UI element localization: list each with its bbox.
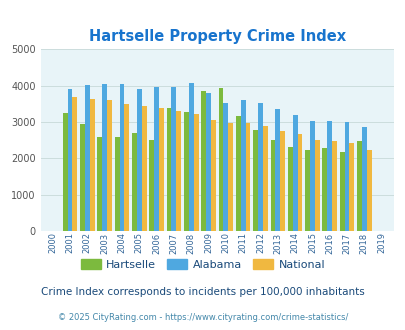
Bar — [253, 130, 258, 231]
Bar — [262, 126, 267, 231]
Bar — [245, 123, 250, 231]
Bar — [258, 103, 262, 231]
Bar — [326, 121, 331, 231]
Bar — [235, 116, 240, 231]
Bar — [97, 137, 102, 231]
Bar — [228, 123, 232, 231]
Bar — [132, 133, 136, 231]
Bar — [136, 89, 141, 231]
Bar — [206, 93, 211, 231]
Bar — [85, 85, 90, 231]
Bar — [349, 143, 354, 231]
Bar — [115, 137, 119, 231]
Bar — [211, 120, 215, 231]
Bar — [107, 100, 112, 231]
Bar — [68, 89, 72, 231]
Bar — [275, 109, 279, 231]
Bar — [80, 124, 85, 231]
Bar — [188, 83, 193, 231]
Bar — [270, 140, 275, 231]
Bar — [72, 97, 77, 231]
Bar — [63, 113, 68, 231]
Bar — [361, 127, 366, 231]
Bar — [292, 115, 297, 231]
Bar — [102, 83, 107, 231]
Bar — [171, 87, 176, 231]
Bar — [356, 141, 361, 231]
Legend: Hartselle, Alabama, National: Hartselle, Alabama, National — [76, 255, 329, 274]
Bar — [223, 103, 228, 231]
Bar — [279, 131, 284, 231]
Bar — [119, 84, 124, 231]
Bar — [297, 134, 302, 231]
Bar — [159, 108, 164, 231]
Bar — [90, 99, 94, 231]
Bar — [331, 141, 336, 231]
Bar — [183, 112, 188, 231]
Bar — [201, 91, 206, 231]
Text: Crime Index corresponds to incidents per 100,000 inhabitants: Crime Index corresponds to incidents per… — [41, 287, 364, 297]
Bar — [193, 114, 198, 231]
Bar — [305, 150, 309, 231]
Bar — [124, 104, 129, 231]
Bar — [314, 140, 319, 231]
Bar — [240, 100, 245, 231]
Bar — [218, 87, 223, 231]
Bar — [149, 140, 154, 231]
Bar — [141, 106, 146, 231]
Bar — [166, 108, 171, 231]
Bar — [366, 150, 371, 231]
Bar — [154, 87, 159, 231]
Text: © 2025 CityRating.com - https://www.cityrating.com/crime-statistics/: © 2025 CityRating.com - https://www.city… — [58, 313, 347, 322]
Bar — [344, 122, 349, 231]
Bar — [322, 148, 326, 231]
Bar — [339, 152, 344, 231]
Bar — [309, 121, 314, 231]
Title: Hartselle Property Crime Index: Hartselle Property Crime Index — [88, 29, 345, 44]
Bar — [287, 147, 292, 231]
Bar — [176, 111, 181, 231]
